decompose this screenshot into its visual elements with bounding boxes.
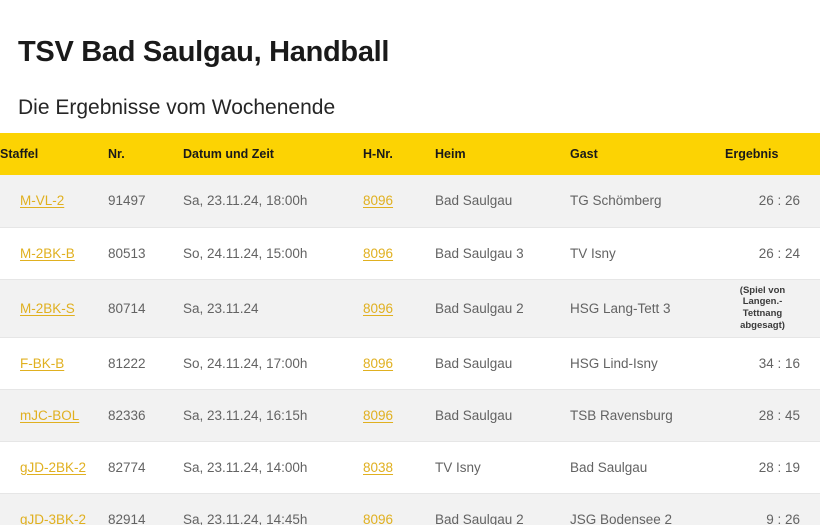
cell-ergebnis: 26 : 26 (725, 175, 820, 228)
cell-gast: HSG Lind-Isny (570, 337, 725, 390)
cell-gast: Bad Saulgau (570, 441, 725, 494)
cell-datum: Sa, 23.11.24, 16:15h (183, 389, 363, 442)
table-row: gJD-2BK-2 82774 Sa, 23.11.24, 14:00h 8038 TV… (0, 441, 820, 494)
cell-ergebnis: (Spiel von Langen.-Tettnang abgesagt) (725, 279, 820, 338)
cell-staffel: M-VL-2 (0, 175, 108, 228)
cell-ergebnis: 26 : 24 (725, 227, 820, 280)
cell-hnr: 8096 (363, 227, 435, 280)
cell-hnr: 8096 (363, 493, 435, 525)
cell-datum: Sa, 23.11.24, 14:45h (183, 493, 363, 525)
staffel-link[interactable]: mJC-BOL (20, 407, 80, 423)
hallen-nr-link[interactable]: 8096 (363, 245, 394, 261)
cell-nr: 91497 (108, 175, 183, 228)
table-row: gJD-3BK-2 82914 Sa, 23.11.24, 14:45h 8096 Ba… (0, 493, 820, 525)
ergebnis-note: (Spiel von Langen.-Tettnang abgesagt) (739, 284, 786, 331)
table-row: F-BK-B 81222 So, 24.11.24, 17:00h 8096 Bad S… (0, 337, 820, 390)
cell-gast: TG Schömberg (570, 175, 725, 228)
hallen-nr-link[interactable]: 8096 (363, 193, 394, 209)
staffel-link[interactable]: M-2BK-S (20, 300, 75, 316)
cell-heim: Bad Saulgau 2 (435, 279, 570, 338)
cell-gast: HSG Lang-Tett 3 (570, 279, 725, 338)
cell-heim: Bad Saulgau 3 (435, 227, 570, 280)
cell-nr: 82914 (108, 493, 183, 525)
cell-heim: TV Isny (435, 441, 570, 494)
page-title: TSV Bad Saulgau, Handball (18, 36, 390, 69)
cell-datum: Sa, 23.11.24, 14:00h (183, 441, 363, 494)
cell-heim: Bad Saulgau 2 (435, 493, 570, 525)
table-row: mJC-BOL 82336 Sa, 23.11.24, 16:15h 8096 Bad … (0, 389, 820, 442)
cell-hnr: 8096 (363, 337, 435, 390)
column-header-gast: Gast (570, 147, 598, 161)
column-header-hnr: H-Nr. (363, 147, 393, 161)
cell-staffel: F-BK-B (0, 337, 108, 390)
cell-nr: 82336 (108, 389, 183, 442)
column-header-nr: Nr. (108, 147, 125, 161)
results-table: Staffel Nr. Datum und Zeit H-Nr. Heim Ga… (0, 133, 820, 525)
cell-datum: So, 24.11.24, 17:00h (183, 337, 363, 390)
cell-ergebnis: 34 : 16 (725, 337, 820, 390)
ergebnis-score: 28 : 19 (758, 459, 800, 475)
column-header-ergebnis: Ergebnis (725, 147, 779, 161)
hallen-nr-link[interactable]: 8096 (363, 300, 394, 316)
ergebnis-score: 26 : 26 (758, 193, 800, 209)
table-header-row: Staffel Nr. Datum und Zeit H-Nr. Heim Ga… (0, 133, 820, 175)
cell-hnr: 8096 (363, 389, 435, 442)
ergebnis-score: 26 : 24 (758, 245, 800, 261)
cell-heim: Bad Saulgau (435, 337, 570, 390)
cell-staffel: M-2BK-B (0, 227, 108, 280)
cell-heim: Bad Saulgau (435, 175, 570, 228)
cell-gast: TV Isny (570, 227, 725, 280)
hallen-nr-link[interactable]: 8096 (363, 355, 394, 371)
page-subtitle: Die Ergebnisse vom Wochenende (18, 96, 336, 120)
table-header: Staffel Nr. Datum und Zeit H-Nr. Heim Ga… (0, 133, 820, 175)
cell-heim: Bad Saulgau (435, 389, 570, 442)
cell-datum: Sa, 23.11.24 (183, 279, 363, 338)
cell-datum: Sa, 23.11.24, 18:00h (183, 175, 363, 228)
staffel-link[interactable]: gJD-3BK-2 (20, 511, 87, 525)
table-body: M-VL-2 91497 Sa, 23.11.24, 18:00h 8096 Bad S… (0, 175, 820, 525)
staffel-link[interactable]: M-VL-2 (20, 193, 65, 209)
cell-nr: 82774 (108, 441, 183, 494)
hallen-nr-link[interactable]: 8096 (363, 511, 394, 525)
cell-ergebnis: 28 : 19 (725, 441, 820, 494)
cell-hnr: 8096 (363, 175, 435, 228)
cell-datum: So, 24.11.24, 15:00h (183, 227, 363, 280)
cell-staffel: gJD-3BK-2 (0, 493, 108, 525)
cell-nr: 81222 (108, 337, 183, 390)
cell-staffel: M-2BK-S (0, 279, 108, 338)
staffel-link[interactable]: M-2BK-B (20, 245, 75, 261)
column-header-heim: Heim (435, 147, 466, 161)
table-row: M-VL-2 91497 Sa, 23.11.24, 18:00h 8096 Bad S… (0, 175, 820, 228)
cell-nr: 80513 (108, 227, 183, 280)
ergebnis-score: 34 : 16 (758, 355, 800, 371)
cell-hnr: 8038 (363, 441, 435, 494)
cell-gast: JSG Bodensee 2 (570, 493, 725, 525)
staffel-link[interactable]: F-BK-B (20, 355, 65, 371)
cell-ergebnis: 9 : 26 (725, 493, 820, 525)
hallen-nr-link[interactable]: 8096 (363, 407, 394, 423)
cell-ergebnis: 28 : 45 (725, 389, 820, 442)
ergebnis-score: 9 : 26 (766, 511, 800, 525)
cell-nr: 80714 (108, 279, 183, 338)
cell-staffel: mJC-BOL (0, 389, 108, 442)
table-row: M-2BK-B 80513 So, 24.11.24, 15:00h 8096 Bad … (0, 227, 820, 280)
ergebnis-score: 28 : 45 (758, 407, 800, 423)
staffel-link[interactable]: gJD-2BK-2 (20, 459, 87, 475)
cell-gast: TSB Ravensburg (570, 389, 725, 442)
column-header-datum: Datum und Zeit (183, 147, 274, 161)
cell-staffel: gJD-2BK-2 (0, 441, 108, 494)
cell-hnr: 8096 (363, 279, 435, 338)
column-header-staffel: Staffel (0, 147, 39, 161)
table-row: M-2BK-S 80714 Sa, 23.11.24 8096 Bad Saulgau … (0, 279, 820, 338)
hallen-nr-link[interactable]: 8038 (363, 459, 394, 475)
